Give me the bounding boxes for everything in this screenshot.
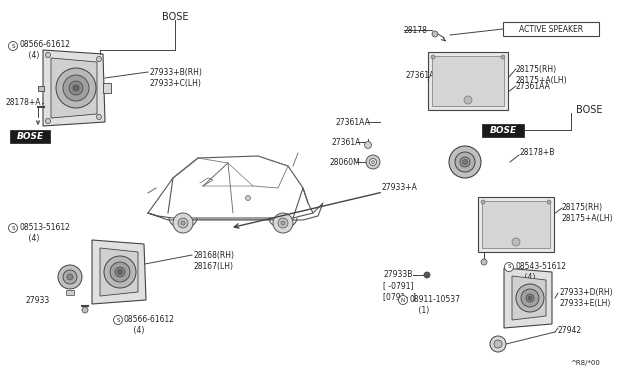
Circle shape [73,85,79,91]
Text: S: S [12,225,15,231]
Circle shape [521,289,539,307]
Text: 27933B
[ -0791]
[0791-  ]: 27933B [ -0791] [0791- ] [383,270,416,301]
Text: S: S [116,317,120,323]
Circle shape [455,152,475,172]
Bar [503,22,599,36]
Bar [38,86,44,91]
Text: ^R8/*00: ^R8/*00 [570,360,600,366]
Text: 08513-51612
    (4): 08513-51612 (4) [19,223,70,243]
Circle shape [369,158,376,166]
Circle shape [464,96,472,104]
Text: 28168(RH)
28167(LH): 28168(RH) 28167(LH) [193,251,234,271]
Circle shape [113,315,122,324]
Text: 28178+A: 28178+A [6,98,42,107]
Bar [66,290,74,295]
Circle shape [528,296,532,300]
Polygon shape [504,268,552,328]
Circle shape [58,265,82,289]
Text: ACTIVE SPEAKER: ACTIVE SPEAKER [519,25,583,33]
Circle shape [278,218,288,228]
Text: 08566-61612
    (4): 08566-61612 (4) [19,40,70,60]
Text: 28060M: 28060M [329,158,360,167]
Text: 28178: 28178 [404,26,428,35]
Text: 08911-10537
    (1): 08911-10537 (1) [409,295,460,315]
Circle shape [45,119,51,124]
Circle shape [449,146,481,178]
Circle shape [181,221,185,225]
Text: 27361AA: 27361AA [516,82,551,91]
Bar [432,56,504,106]
Circle shape [110,262,130,282]
Bar [103,83,111,93]
Circle shape [481,259,487,265]
Circle shape [481,200,485,204]
Circle shape [8,224,17,232]
Circle shape [431,55,435,59]
Text: 27933: 27933 [26,296,51,305]
Text: 27933+A: 27933+A [381,183,417,192]
Circle shape [45,52,51,58]
Text: S: S [508,264,511,269]
Bar [482,124,524,137]
Text: 27942: 27942 [558,326,582,335]
Circle shape [460,157,470,167]
Text: BOSE: BOSE [162,12,188,22]
Text: 28175(RH)
28175+A(LH): 28175(RH) 28175+A(LH) [562,203,614,223]
Circle shape [424,272,430,278]
Text: BOSE: BOSE [490,126,516,135]
Circle shape [63,75,89,101]
Text: 28178+B: 28178+B [520,148,556,157]
Circle shape [178,218,188,228]
Circle shape [69,81,83,95]
Circle shape [494,340,502,348]
Text: 08566-61612
    (4): 08566-61612 (4) [124,315,175,335]
Circle shape [246,196,250,201]
Circle shape [366,155,380,169]
Circle shape [504,263,513,272]
Polygon shape [512,276,546,320]
Text: 27933+D(RH)
27933+E(LH): 27933+D(RH) 27933+E(LH) [560,288,614,308]
Circle shape [273,213,293,233]
Circle shape [63,270,77,284]
Circle shape [56,68,96,108]
Circle shape [526,294,534,302]
Text: 27933+B(RH)
27933+C(LH): 27933+B(RH) 27933+C(LH) [150,68,203,88]
Bar [10,130,50,143]
Circle shape [365,141,371,148]
Polygon shape [92,240,146,304]
Text: N: N [401,298,405,302]
Polygon shape [43,50,105,126]
Circle shape [97,57,102,61]
Circle shape [463,160,467,164]
Circle shape [115,267,125,277]
Circle shape [173,213,193,233]
Text: S: S [12,44,15,48]
Circle shape [104,256,136,288]
Circle shape [490,336,506,352]
Polygon shape [51,58,97,118]
Circle shape [281,221,285,225]
Bar [478,197,554,252]
Circle shape [97,115,102,119]
Text: 08543-51612
    (4): 08543-51612 (4) [515,262,566,282]
Circle shape [118,269,122,275]
Text: BOSE: BOSE [576,105,602,115]
Polygon shape [100,248,138,296]
Circle shape [432,31,438,37]
Text: 27361AA: 27361AA [406,71,441,80]
Circle shape [82,307,88,313]
Circle shape [516,284,544,312]
Circle shape [8,42,17,51]
Text: 28175(RH)
28175+A(LH): 28175(RH) 28175+A(LH) [516,65,568,85]
Circle shape [67,274,73,280]
Text: 27361AA: 27361AA [336,118,371,127]
Bar [428,52,508,110]
Text: 27361A: 27361A [331,138,360,147]
Circle shape [399,295,408,305]
Bar [482,201,550,248]
Circle shape [512,238,520,246]
Circle shape [371,160,374,164]
Circle shape [547,200,551,204]
Circle shape [501,55,505,59]
Text: BOSE: BOSE [17,132,44,141]
